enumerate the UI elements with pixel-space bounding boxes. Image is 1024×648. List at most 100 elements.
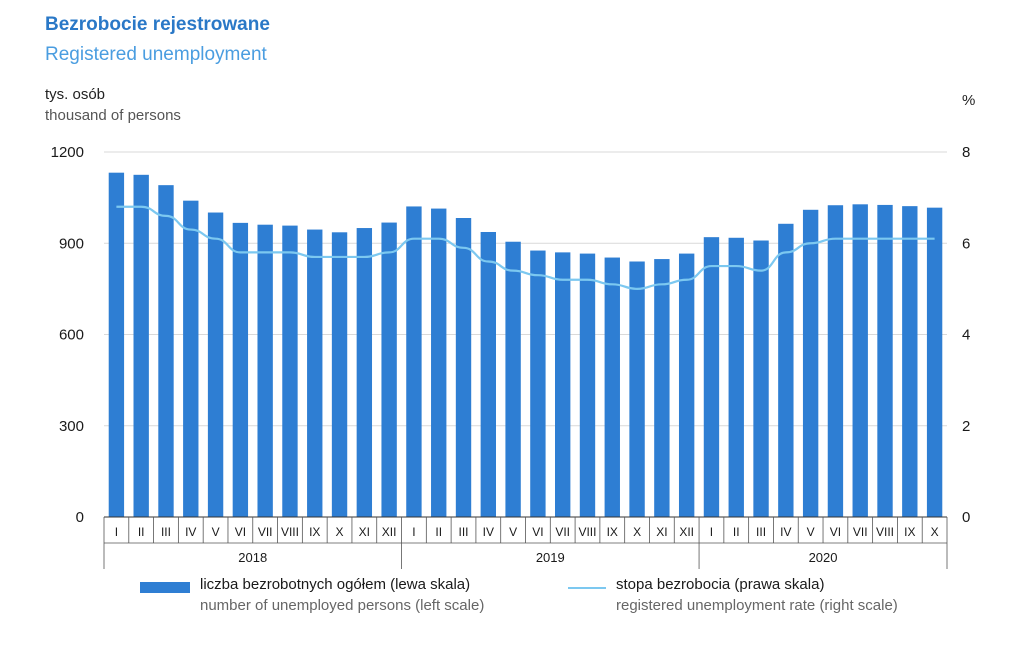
x-tick-label: VI bbox=[235, 525, 246, 539]
bar bbox=[207, 212, 224, 517]
x-tick-label: X bbox=[633, 525, 641, 539]
legend-swatch-bars bbox=[140, 582, 190, 593]
legend-item-bars: liczba bezrobotnych ogółem (lewa skala) … bbox=[140, 576, 484, 614]
right-axis-tick-label: 0 bbox=[962, 509, 970, 526]
left-axis-tick-label: 300 bbox=[59, 418, 84, 435]
x-tick-label: VII bbox=[555, 525, 570, 539]
left-axis-tick-label: 600 bbox=[59, 327, 84, 344]
right-axis-tick-label: 2 bbox=[962, 418, 970, 435]
x-tick-label: IV bbox=[483, 525, 494, 539]
bar bbox=[802, 209, 819, 517]
x-tick-label: IV bbox=[780, 525, 791, 539]
bar bbox=[877, 204, 893, 518]
left-axis-tick-label: 900 bbox=[59, 235, 84, 252]
x-tick-label: I bbox=[412, 525, 415, 539]
left-axis-unit-pl: tys. osób bbox=[45, 86, 106, 103]
x-tick-label: XII bbox=[382, 525, 397, 539]
x-tick-label: IX bbox=[904, 525, 915, 539]
x-tick-label: VII bbox=[258, 525, 273, 539]
bar bbox=[158, 185, 174, 517]
legend-bars-label-en: number of unemployed persons (left scale… bbox=[200, 597, 485, 614]
legend-bars-label-pl: liczba bezrobotnych ogółem (lewa skala) bbox=[200, 576, 471, 593]
x-tick-label: VII bbox=[853, 525, 868, 539]
line-series bbox=[116, 205, 935, 290]
bar bbox=[728, 237, 744, 517]
legend-item-line: stopa bezrobocia (prawa skala) registere… bbox=[568, 576, 898, 614]
bar bbox=[356, 228, 373, 517]
bar bbox=[530, 250, 546, 518]
bar bbox=[926, 207, 943, 517]
bar bbox=[629, 261, 645, 517]
year-label: 2019 bbox=[536, 550, 565, 565]
bar bbox=[307, 229, 323, 517]
chart-title: Bezrobocie rejestrowane bbox=[45, 14, 270, 35]
x-tick-label: V bbox=[509, 525, 517, 539]
bar bbox=[505, 241, 521, 517]
bar bbox=[431, 208, 447, 517]
left-axis-tick-label: 1200 bbox=[51, 144, 84, 161]
x-tick-label: VI bbox=[532, 525, 543, 539]
x-tick-label: VIII bbox=[578, 525, 596, 539]
x-tick-label: I bbox=[710, 525, 713, 539]
bar bbox=[331, 232, 348, 518]
x-tick-label: II bbox=[138, 525, 145, 539]
bar bbox=[678, 253, 695, 517]
bar bbox=[604, 257, 620, 517]
bar-series bbox=[108, 172, 943, 518]
bar bbox=[257, 224, 273, 517]
year-label: 2020 bbox=[809, 550, 838, 565]
bar bbox=[381, 222, 397, 518]
x-tick-label: V bbox=[212, 525, 220, 539]
left-axis-tick-label: 0 bbox=[76, 509, 84, 526]
grid-lines bbox=[104, 151, 947, 427]
right-axis-tick-label: 6 bbox=[962, 235, 970, 252]
bar bbox=[133, 174, 149, 517]
x-tick-label: I bbox=[115, 525, 118, 539]
right-axis-tick-label: 8 bbox=[962, 144, 970, 161]
x-tick-label: II bbox=[733, 525, 740, 539]
bar bbox=[455, 218, 472, 518]
x-tick-label: VIII bbox=[876, 525, 894, 539]
bar bbox=[232, 222, 249, 517]
x-tick-label: V bbox=[807, 525, 815, 539]
chart-subtitle: Registered unemployment bbox=[45, 44, 267, 65]
legend-swatch-line bbox=[568, 587, 606, 589]
bar bbox=[902, 206, 918, 517]
right-axis-tick-label: 4 bbox=[962, 327, 970, 344]
x-tick-label: IX bbox=[309, 525, 320, 539]
x-tick-label: XII bbox=[679, 525, 694, 539]
bar bbox=[480, 231, 496, 517]
year-label: 2018 bbox=[238, 550, 267, 565]
left-axis-unit-en: thousand of persons bbox=[45, 107, 181, 124]
x-tick-label: IV bbox=[185, 525, 196, 539]
legend-line-label-en: registered unemployment rate (right scal… bbox=[616, 597, 898, 614]
bar bbox=[108, 172, 125, 517]
x-tick-label: XI bbox=[359, 525, 370, 539]
x-tick-label: III bbox=[756, 525, 766, 539]
bar bbox=[852, 204, 868, 518]
bar bbox=[406, 206, 422, 517]
x-tick-label: III bbox=[161, 525, 171, 539]
bar bbox=[827, 205, 844, 517]
bar bbox=[555, 252, 571, 517]
bar bbox=[753, 240, 769, 517]
x-tick-label: X bbox=[336, 525, 344, 539]
bar bbox=[282, 225, 298, 517]
legend-line-label-pl: stopa bezrobocia (prawa skala) bbox=[616, 576, 825, 593]
x-tick-label: III bbox=[459, 525, 469, 539]
right-axis-unit: % bbox=[962, 92, 976, 109]
bar bbox=[778, 223, 794, 518]
x-tick-label: VI bbox=[830, 525, 841, 539]
x-tick-label: II bbox=[435, 525, 442, 539]
x-tick-label: VIII bbox=[281, 525, 299, 539]
bar bbox=[703, 237, 720, 517]
bar bbox=[579, 253, 596, 517]
bar bbox=[654, 259, 670, 517]
x-tick-label: XI bbox=[656, 525, 667, 539]
x-tick-label: X bbox=[931, 525, 939, 539]
bar bbox=[183, 200, 199, 517]
x-tick-label: IX bbox=[607, 525, 618, 539]
unemployment-rate-line bbox=[116, 205, 935, 290]
